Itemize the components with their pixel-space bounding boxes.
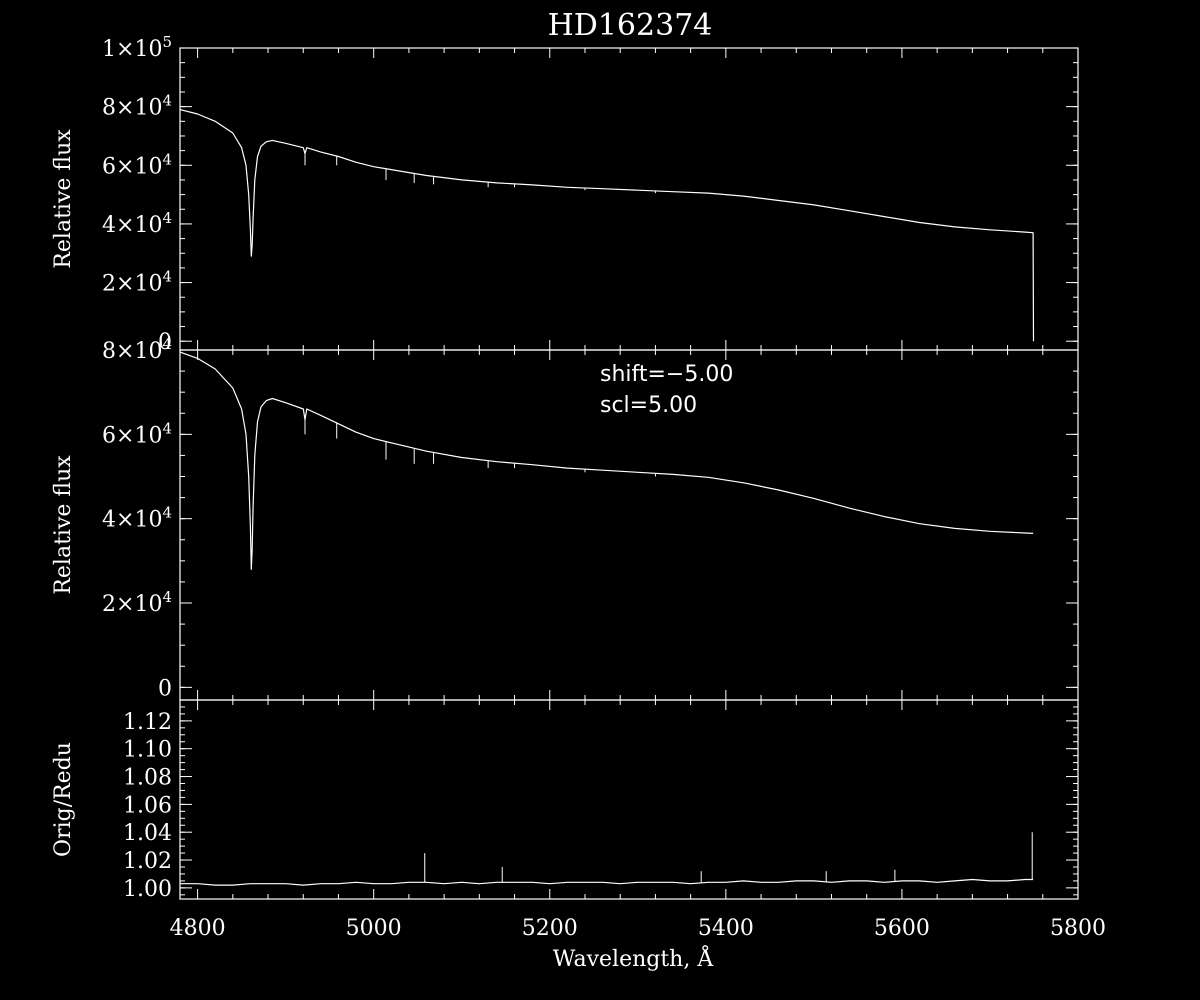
- x-tick-label: 4800: [170, 916, 226, 941]
- y-tick-label: 4×104: [102, 209, 172, 238]
- middle-ylabel: Relative flux: [51, 455, 76, 595]
- y-tick-label: 1.06: [123, 793, 172, 818]
- x-axis-label: Wavelength, Å: [553, 944, 715, 972]
- y-tick-label: 1.04: [123, 821, 172, 846]
- y-tick-label: 8×104: [102, 335, 172, 364]
- chart-title: HD162374: [548, 8, 713, 43]
- x-tick-label: 5600: [874, 916, 930, 941]
- y-tick-label: 1.12: [123, 710, 172, 735]
- y-tick-label: 1.02: [123, 849, 172, 874]
- bottom-ylabel: Orig/Redu: [51, 742, 76, 857]
- y-tick-label: 1.08: [123, 766, 172, 791]
- bottom-plot-frame: [179, 699, 1079, 900]
- y-tick-label: 0: [158, 330, 172, 355]
- x-tick-label: 5000: [346, 916, 402, 941]
- y-tick-label: 6×104: [102, 419, 172, 448]
- x-tick-label: 5800: [1050, 916, 1106, 941]
- top-panel: 1×105 8×104 6×104 4×104 2×104 0 Relative flux: [51, 33, 1079, 355]
- x-tick-label: 5200: [522, 916, 578, 941]
- annotation-scl: scl=5.00: [600, 393, 697, 418]
- y-tick-label: 2×104: [102, 588, 172, 617]
- y-tick-label: 4×104: [102, 504, 172, 533]
- bottom-panel: 1.12 1.10 1.081.06 1.04 1.02 1.00 4800 5000 5200…: [51, 699, 1106, 972]
- top-ylabel: Relative flux: [51, 129, 76, 269]
- top-plot-frame: [179, 47, 1079, 351]
- annotation-shift: shift=−5.00: [600, 362, 733, 387]
- y-tick-label: 0: [158, 676, 172, 701]
- middle-spectrum-line: [179, 351, 1034, 570]
- top-spectrum-line: [179, 109, 1035, 342]
- y-tick-label: 1.10: [123, 738, 172, 763]
- y-tick-label: 8×104: [102, 92, 172, 121]
- y-tick-label: 1×105: [102, 33, 172, 62]
- y-tick-label: 2×104: [102, 268, 172, 297]
- middle-panel: 8×104 6×104 4×104 2×104 0 Relative flux shift=…: [51, 335, 1079, 701]
- y-tick-label: 6×104: [102, 150, 172, 179]
- bottom-spectrum-line: [180, 878, 1034, 886]
- y-tick-label: 1.00: [123, 877, 172, 902]
- x-tick-label: 5400: [698, 916, 754, 941]
